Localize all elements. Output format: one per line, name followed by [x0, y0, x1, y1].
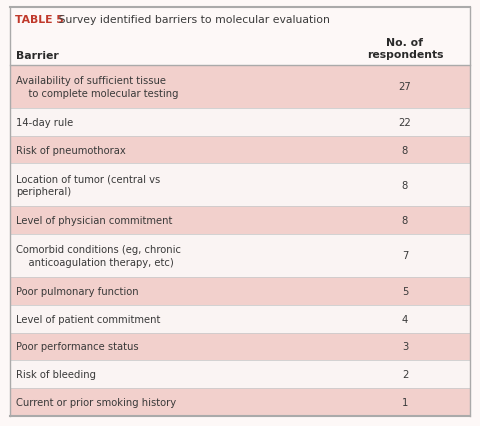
Text: 2: 2 [402, 369, 408, 380]
Text: Poor pulmonary function: Poor pulmonary function [16, 286, 139, 296]
Text: 22: 22 [398, 118, 411, 127]
Bar [10, 164, 470, 207]
Text: Comorbid conditions (eg, chronic
    anticoagulation therapy, etc): Comorbid conditions (eg, chronic anticoa… [16, 245, 181, 267]
Bar [10, 136, 470, 164]
Text: 4: 4 [402, 314, 408, 324]
Text: Location of tumor (central vs
peripheral): Location of tumor (central vs peripheral… [16, 174, 160, 197]
Text: Risk of pneumothorax: Risk of pneumothorax [16, 145, 126, 155]
Bar [10, 109, 470, 136]
Text: Level of patient commitment: Level of patient commitment [16, 314, 160, 324]
Text: 8: 8 [402, 216, 408, 226]
Bar [10, 66, 470, 109]
Text: Level of physician commitment: Level of physician commitment [16, 216, 172, 226]
Bar [10, 360, 470, 388]
Text: No. of
respondents: No. of respondents [367, 38, 443, 60]
Bar [10, 333, 470, 360]
Bar [10, 207, 470, 235]
Bar [10, 277, 470, 305]
Text: Risk of bleeding: Risk of bleeding [16, 369, 96, 380]
Bar [10, 8, 470, 32]
Text: 8: 8 [402, 145, 408, 155]
Bar [10, 235, 470, 277]
Text: Current or prior smoking history: Current or prior smoking history [16, 397, 176, 407]
Bar [10, 305, 470, 333]
Text: 27: 27 [398, 82, 411, 92]
Text: Poor performance status: Poor performance status [16, 342, 139, 351]
Text: TABLE 5: TABLE 5 [15, 15, 64, 26]
Bar [10, 32, 470, 66]
Text: Availability of sufficient tissue
    to complete molecular testing: Availability of sufficient tissue to com… [16, 76, 179, 98]
Text: Barrier: Barrier [16, 51, 59, 61]
Text: Survey identified barriers to molecular evaluation: Survey identified barriers to molecular … [55, 15, 330, 26]
Text: 1: 1 [402, 397, 408, 407]
Bar [10, 388, 470, 416]
Text: 5: 5 [402, 286, 408, 296]
Text: 3: 3 [402, 342, 408, 351]
Text: 7: 7 [402, 251, 408, 261]
Text: 8: 8 [402, 181, 408, 190]
Text: 14-day rule: 14-day rule [16, 118, 73, 127]
